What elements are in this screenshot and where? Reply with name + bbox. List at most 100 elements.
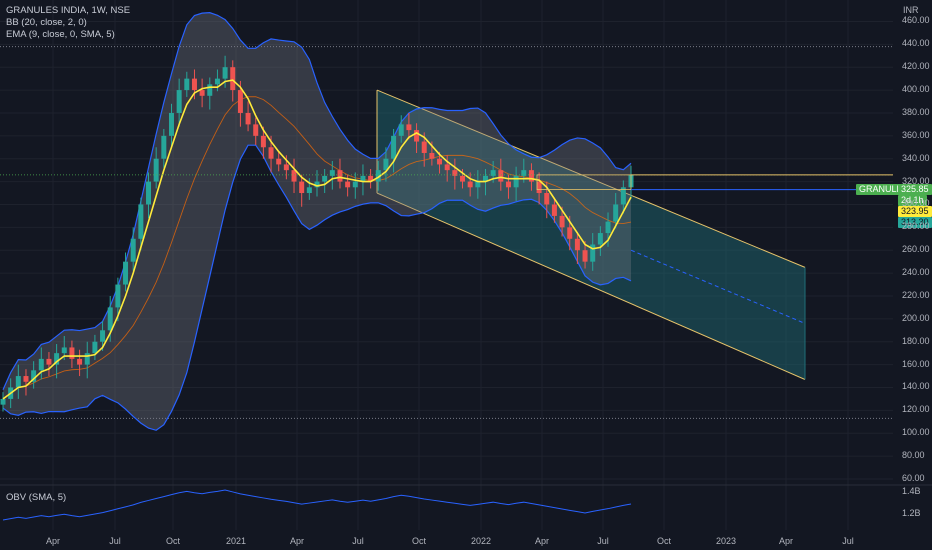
y-tick-label: 160.00 bbox=[902, 358, 930, 369]
x-tick-label: 2021 bbox=[225, 536, 247, 546]
x-tick-label: Apr bbox=[778, 536, 794, 546]
candle-body bbox=[314, 181, 320, 188]
bb-fill bbox=[3, 12, 631, 431]
candle-body bbox=[123, 261, 129, 285]
x-tick-label: Apr bbox=[289, 536, 305, 546]
price-box bbox=[536, 174, 632, 190]
candle-body bbox=[414, 130, 420, 142]
channel-midline bbox=[630, 249, 806, 324]
candle-body bbox=[84, 353, 90, 365]
candle-body bbox=[590, 244, 596, 262]
countdown-tag: 2d 1h bbox=[898, 195, 927, 206]
y-tick-label: 140.00 bbox=[902, 381, 930, 392]
bb-lower-band bbox=[2, 144, 632, 431]
candle-body bbox=[77, 358, 83, 365]
candle-body bbox=[230, 67, 236, 91]
ema-indicator-label: EMA (9, close, 0, SMA, 5) bbox=[6, 29, 115, 40]
candle-body bbox=[69, 347, 75, 359]
x-tick-label: Apr bbox=[45, 536, 61, 546]
x-tick-label: Apr bbox=[534, 536, 550, 546]
y-tick-label: 380.00 bbox=[902, 106, 930, 117]
y-tick-label: 320.00 bbox=[902, 175, 930, 186]
candle-body bbox=[551, 204, 557, 216]
candle-body bbox=[268, 147, 274, 159]
candle-body bbox=[582, 250, 588, 262]
y-tick-label: 440.00 bbox=[902, 38, 930, 49]
y-tick-label: 240.00 bbox=[902, 267, 930, 278]
y-tick-label: 260.00 bbox=[902, 244, 930, 255]
candle-body bbox=[559, 215, 565, 228]
candle-body bbox=[176, 90, 182, 113]
candle-body bbox=[437, 158, 443, 165]
y-tick-label: 300.00 bbox=[902, 198, 930, 209]
candle-body bbox=[306, 187, 312, 194]
y-tick-label: 60.00 bbox=[902, 473, 925, 483]
candle-body bbox=[352, 181, 358, 188]
candle-body bbox=[245, 112, 251, 125]
bb-value-tag: 313.30 bbox=[898, 217, 932, 228]
candle-body bbox=[161, 135, 167, 159]
candle-body bbox=[597, 233, 603, 245]
candle-body bbox=[460, 175, 466, 182]
candle-body bbox=[107, 307, 113, 331]
y-tick-label: 340.00 bbox=[902, 152, 930, 163]
ema-line bbox=[2, 79, 632, 400]
candle-body bbox=[138, 204, 144, 239]
candle-body bbox=[299, 181, 305, 194]
candle-body bbox=[505, 181, 511, 188]
chart-legend: GRANULES INDIA, 1W, NSE BB (20, close, 2… bbox=[6, 5, 130, 41]
candle-body bbox=[444, 164, 450, 171]
candle-body bbox=[100, 330, 106, 342]
candle-body bbox=[253, 124, 259, 136]
x-tick-label: Oct bbox=[165, 536, 181, 546]
y-tick-label: 460.00 bbox=[902, 15, 930, 26]
candle-body bbox=[521, 170, 527, 176]
candle-body bbox=[322, 175, 328, 182]
candle-body bbox=[482, 175, 488, 182]
channel-upper-line bbox=[376, 89, 806, 268]
candle-body bbox=[544, 193, 550, 205]
candle-body bbox=[31, 370, 37, 382]
x-tick-label: Jul bbox=[109, 536, 121, 546]
candle-body bbox=[574, 238, 580, 251]
candle-body bbox=[452, 170, 458, 176]
x-tick-label: 2022 bbox=[470, 536, 492, 546]
candle-body bbox=[567, 227, 573, 239]
candle-body bbox=[276, 158, 282, 165]
last-price-tag: 325.85 bbox=[898, 184, 932, 195]
candle-body bbox=[38, 358, 44, 371]
candle-body bbox=[207, 84, 213, 96]
candle-body bbox=[528, 170, 534, 182]
candle-body bbox=[467, 181, 473, 188]
y-tick-label: 80.00 bbox=[902, 450, 925, 461]
candle-body bbox=[130, 238, 136, 262]
y-tick-label: 100.00 bbox=[902, 427, 930, 438]
candle-body bbox=[260, 135, 266, 148]
candle-body bbox=[375, 170, 381, 182]
candle-body bbox=[199, 90, 205, 96]
ticker-tag: GRANULES bbox=[856, 184, 912, 195]
channel-fill bbox=[377, 90, 805, 380]
candle-body bbox=[398, 124, 404, 136]
x-tick-label: Oct bbox=[411, 536, 427, 546]
symbol-title: GRANULES INDIA, 1W, NSE bbox=[6, 5, 131, 16]
candle-body bbox=[536, 181, 542, 194]
y-tick-label: 400.00 bbox=[902, 84, 930, 95]
candle-body bbox=[0, 398, 6, 405]
candle-body bbox=[184, 78, 190, 91]
channel-lower-line bbox=[376, 192, 806, 380]
y-tick-label: 280.00 bbox=[902, 221, 930, 232]
candle-body bbox=[605, 221, 611, 234]
candle-body bbox=[92, 341, 98, 354]
candle-body bbox=[23, 376, 29, 382]
candle-body bbox=[429, 152, 435, 159]
candle-body bbox=[475, 181, 481, 188]
candle-body bbox=[146, 181, 152, 205]
obv-line bbox=[2, 489, 632, 521]
candle-body bbox=[421, 141, 427, 153]
candle-body bbox=[214, 78, 220, 85]
candle-body bbox=[360, 175, 366, 182]
candle-body bbox=[61, 347, 67, 354]
y-tick-label: 220.00 bbox=[902, 289, 930, 300]
